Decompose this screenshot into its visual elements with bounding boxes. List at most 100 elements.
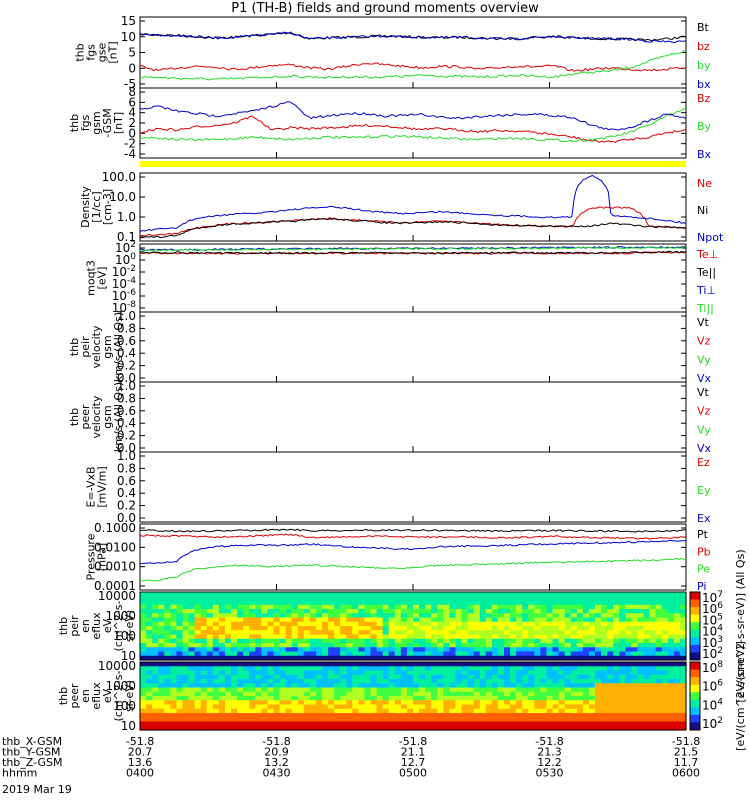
heatmap-cell <box>534 651 541 657</box>
y-tick-label: 0.4 <box>117 346 136 360</box>
heatmap-cell <box>249 700 256 706</box>
heatmap-cell <box>285 687 293 693</box>
heatmap-cell <box>473 651 481 657</box>
heatmap-cell <box>437 617 444 623</box>
panel-frame <box>139 451 687 523</box>
heatmap-cell <box>255 717 262 723</box>
heatmap-cell <box>334 683 341 689</box>
heatmap-cell <box>613 691 620 697</box>
heatmap-cell <box>643 683 651 689</box>
heatmap-cell <box>364 717 372 723</box>
heatmap-cell <box>364 626 372 631</box>
ephemeris-value: 21.3 <box>537 746 562 759</box>
heatmap-cell <box>200 696 208 701</box>
heatmap-cell <box>443 670 450 676</box>
heatmap-cell <box>631 630 639 636</box>
heatmap-cell <box>655 691 663 697</box>
heatmap-cell <box>358 621 366 627</box>
heatmap-cell <box>661 592 669 597</box>
heatmap-cell <box>140 592 147 597</box>
heatmap-cell <box>382 708 390 714</box>
heatmap-cell <box>194 683 202 689</box>
heatmap-cell <box>419 617 426 623</box>
heatmap-cell <box>279 630 287 636</box>
heatmap-cell <box>364 687 372 693</box>
heatmap-cell <box>619 643 626 648</box>
heatmap-cell <box>164 634 171 640</box>
heatmap-cell <box>170 651 177 657</box>
heatmap-cell <box>540 630 548 636</box>
y-axis-label: peer <box>68 683 81 709</box>
heatmap-cell <box>510 683 517 689</box>
heatmap-cell <box>619 691 626 697</box>
heatmap-cell <box>546 621 554 627</box>
heatmap-cell <box>443 674 450 680</box>
heatmap-cell <box>673 647 681 653</box>
heatmap-cell <box>564 696 572 701</box>
heatmap-cell <box>255 666 262 672</box>
heatmap-cell <box>249 670 256 676</box>
heatmap-cell <box>140 700 147 706</box>
heatmap-cell <box>340 700 347 706</box>
legend-entry: Npot <box>697 231 724 244</box>
heatmap-cell <box>261 647 268 653</box>
heatmap-cell <box>522 708 529 714</box>
heatmap-cell <box>206 700 214 706</box>
heatmap-cell <box>364 683 372 689</box>
heatmap-cell <box>285 617 293 623</box>
heatmap-cell <box>625 613 632 619</box>
heatmap-cell <box>182 647 190 653</box>
heatmap-cell <box>382 626 390 631</box>
heatmap-cell <box>170 643 177 648</box>
heatmap-cell <box>516 670 523 676</box>
legend-entry: bx <box>697 78 711 91</box>
heatmap-cell <box>558 621 566 627</box>
heatmap-cell <box>449 696 457 701</box>
heatmap-cell <box>510 717 517 723</box>
y-tick-label: 1.0 <box>117 309 136 323</box>
heatmap-cell <box>370 596 378 602</box>
heatmap-cell <box>352 708 359 714</box>
heatmap-cell <box>206 655 214 661</box>
heatmap-cell <box>467 630 475 636</box>
heatmap-cell <box>267 725 275 731</box>
heatmap-cell <box>255 679 262 684</box>
y-axis-label: Pressure <box>85 533 98 580</box>
heatmap-cell <box>231 666 238 672</box>
heatmap-cell <box>419 713 426 718</box>
heatmap-cell <box>200 643 208 648</box>
heatmap-cell <box>431 638 438 644</box>
heatmap-cell <box>291 666 299 672</box>
heatmap-cell <box>249 655 256 661</box>
y-axis-label: thb <box>68 114 81 132</box>
heatmap-cell <box>255 634 262 640</box>
heatmap-cell <box>522 617 529 623</box>
heatmap-cell <box>576 721 584 727</box>
heatmap-cell <box>485 651 493 657</box>
heatmap-cell <box>595 725 602 731</box>
heatmap-cell <box>188 679 196 684</box>
heatmap-cell <box>419 662 426 667</box>
heatmap-cell <box>661 634 669 640</box>
heatmap-cell <box>249 617 256 623</box>
heatmap-cell <box>358 721 366 727</box>
y-axis-label: eV <box>101 688 114 703</box>
heatmap-cell <box>497 687 505 693</box>
heatmap-cell <box>455 596 463 602</box>
heatmap-cell <box>255 638 262 644</box>
heatmap-cell <box>206 626 214 631</box>
heatmap-cell <box>261 691 268 697</box>
heatmap-cell <box>655 617 663 623</box>
heatmap-cell <box>570 638 578 644</box>
heatmap-cell <box>182 674 190 680</box>
heatmap-cell <box>449 655 457 661</box>
heatmap-cell <box>625 662 632 667</box>
heatmap-cell <box>449 651 457 657</box>
heatmap-cell <box>309 596 317 602</box>
heatmap-cell <box>552 596 560 602</box>
heatmap-cell <box>140 626 147 631</box>
heatmap-cell <box>534 655 541 661</box>
heatmap-cell <box>322 621 329 627</box>
ephemeris-value: 12.7 <box>401 756 426 769</box>
heatmap-cell <box>431 600 438 606</box>
